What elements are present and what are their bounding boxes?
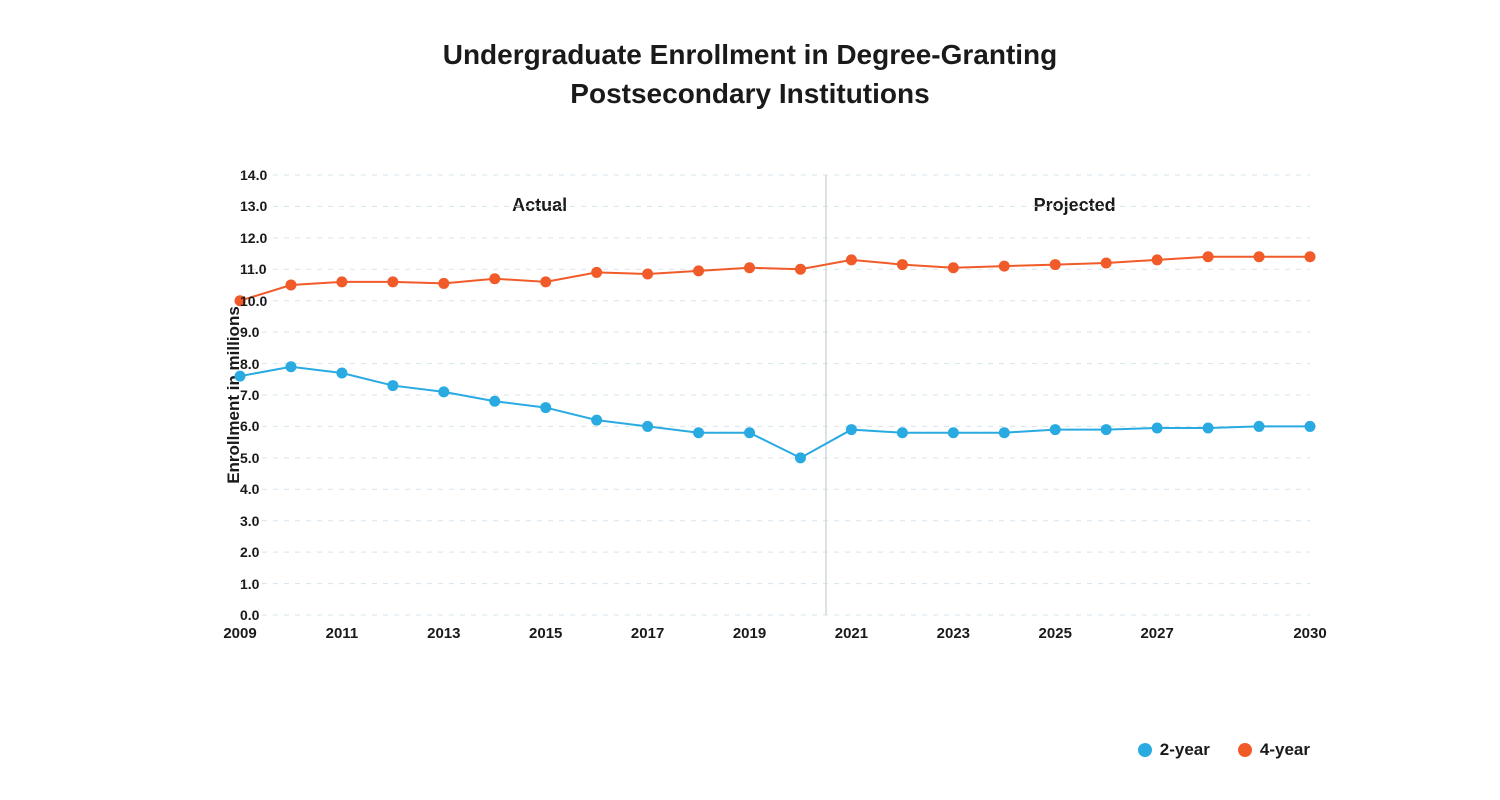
x-tick: 2030 bbox=[1293, 625, 1326, 642]
legend-item-2year: 2-year bbox=[1138, 740, 1210, 760]
x-tick: 2017 bbox=[631, 625, 664, 642]
x-tick: 2011 bbox=[326, 625, 359, 642]
x-tick: 2021 bbox=[835, 625, 868, 642]
title-line-2: Postsecondary Institutions bbox=[0, 74, 1500, 113]
legend-label-2year: 2-year bbox=[1160, 740, 1210, 760]
x-tick: 2009 bbox=[223, 625, 256, 642]
x-tick: 2025 bbox=[1039, 625, 1072, 642]
legend-item-4year: 4-year bbox=[1238, 740, 1310, 760]
legend-dot-2year bbox=[1138, 743, 1152, 757]
x-tick: 2027 bbox=[1140, 625, 1173, 642]
legend: 2-year 4-year bbox=[1138, 740, 1310, 760]
x-tick: 2013 bbox=[427, 625, 460, 642]
legend-dot-4year bbox=[1238, 743, 1252, 757]
line-chart: Enrollment in millions Actual Projected … bbox=[200, 175, 1310, 615]
x-tick: 2019 bbox=[733, 625, 766, 642]
chart-svg bbox=[200, 175, 1310, 615]
x-tick: 2015 bbox=[529, 625, 562, 642]
x-tick: 2023 bbox=[937, 625, 970, 642]
legend-label-4year: 4-year bbox=[1260, 740, 1310, 760]
title-line-1: Undergraduate Enrollment in Degree-Grant… bbox=[0, 35, 1500, 74]
chart-title: Undergraduate Enrollment in Degree-Grant… bbox=[0, 0, 1500, 113]
